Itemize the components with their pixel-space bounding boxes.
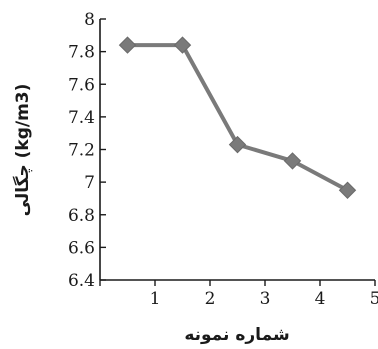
y-axis-ticks: 6.4 6.6 6.8 7 7.2 7.4 7.6 7.8 8	[68, 10, 106, 291]
data-point-marker	[118, 36, 137, 54]
data-point-marker	[283, 152, 302, 170]
y-tick-label: 6.4	[68, 271, 95, 291]
y-tick-label: 8	[84, 10, 95, 30]
series-layer	[118, 36, 357, 199]
y-tick-label: 7.8	[68, 43, 95, 63]
x-tick-label: 3	[260, 289, 271, 309]
x-tick-label: 1	[150, 289, 161, 309]
data-point-marker	[228, 135, 247, 154]
y-tick-label: 7.4	[68, 108, 95, 128]
y-tick-label: 7.2	[68, 141, 95, 161]
x-tick-label: 2	[205, 289, 216, 309]
y-tick-label: 6.8	[68, 206, 95, 226]
data-point-marker	[338, 181, 357, 199]
y-axis-title: چگالی (kg/m3)	[12, 84, 33, 217]
x-axis-ticks: 1 2 3 4 5	[99, 280, 378, 309]
x-tick-label: 5	[370, 289, 378, 309]
y-tick-label: 6.6	[68, 238, 95, 258]
y-tick-label: 7.6	[68, 75, 95, 95]
y-tick-label: 7	[84, 173, 95, 193]
series-line	[127, 43, 349, 193]
x-tick-label: 4	[315, 289, 326, 309]
data-point-marker	[173, 36, 192, 54]
x-axis-title: شماره نمونه	[184, 325, 289, 345]
